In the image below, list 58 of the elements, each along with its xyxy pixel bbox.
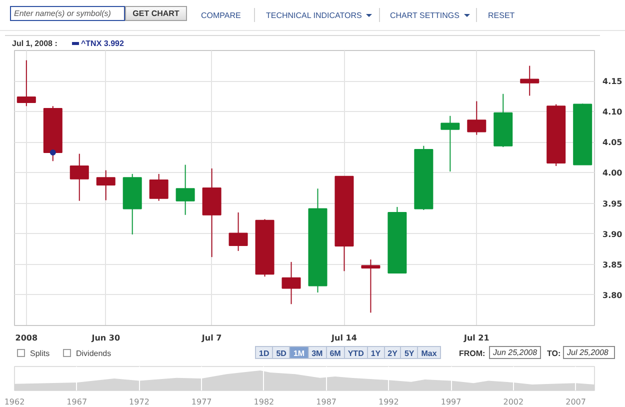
y-tick-label: 3.95: [602, 199, 623, 208]
text: 1Y: [366, 346, 385, 359]
x-tick-label: 2007: [566, 398, 586, 406]
text: 5D: [272, 346, 290, 359]
x-tick-label: Jul 7: [200, 334, 222, 342]
text: 2Y: [384, 346, 402, 359]
candlestick: [176, 164, 195, 216]
x-tick-label: 1997: [440, 398, 462, 406]
text: Jun 25,2008: [489, 346, 541, 359]
y-tick-label: 4.00: [602, 168, 623, 178]
x-tick-label: 1992: [378, 398, 399, 406]
text: Enter name(s) or symbol(s): [10, 6, 125, 21]
x-tick-label: 1962: [4, 398, 25, 406]
candlestick: [228, 212, 248, 252]
chart-title: Jul 1, 2008 :: [12, 38, 58, 50]
candlestick: [70, 153, 89, 202]
y-tick-label: 3.85: [602, 260, 623, 270]
y-tick-label: 4.10: [602, 108, 623, 117]
text: YTD: [344, 346, 368, 359]
text: Jul 25,2008: [563, 346, 615, 359]
text: FROM:: [459, 348, 486, 360]
candlestick: [16, 60, 36, 107]
x-tick-label: Jul 14: [330, 334, 358, 342]
x-tick-label: 1977: [191, 398, 212, 406]
text: 1M: [289, 346, 309, 359]
text: 6M: [326, 346, 345, 359]
text: CHART SETTINGS: [390, 10, 460, 22]
x-tick-label: 1982: [254, 398, 274, 406]
text: TO:: [547, 348, 561, 360]
x-tick-label: 1972: [129, 398, 150, 406]
text: Dividends: [76, 348, 112, 360]
y-tick-label: 4.05: [602, 138, 623, 148]
candlestick: [96, 170, 116, 201]
text: GET CHART: [125, 6, 187, 21]
candlestick: [440, 115, 460, 172]
text: Splits: [30, 348, 50, 360]
x-tick-label: Jun 30: [90, 334, 120, 342]
candlestick: [282, 261, 301, 305]
chart-subtitle: ^TNX 3.992: [81, 38, 124, 50]
text: RESET: [488, 10, 515, 22]
candlestick: [149, 173, 168, 202]
x-tick-label: Jul 21: [462, 334, 490, 342]
y-tick-label: 3.80: [602, 290, 623, 300]
candlestick: [361, 259, 380, 314]
candlestick: [520, 65, 540, 96]
text: 5Y: [400, 346, 418, 359]
x-tick-label: 1987: [316, 398, 337, 406]
x-tick-label: 2008: [15, 334, 38, 342]
text: Max: [417, 346, 441, 359]
candlestick: [467, 100, 486, 136]
text: 1D: [255, 346, 274, 359]
text: TECHNICAL INDICATORS: [266, 10, 362, 22]
x-tick-label: 1967: [66, 398, 88, 406]
text: 3M: [308, 346, 327, 359]
x-tick-label: 2002: [503, 398, 524, 406]
y-tick-label: 3.90: [602, 230, 623, 239]
text: COMPARE: [201, 10, 241, 22]
y-tick-label: 4.15: [602, 77, 623, 86]
